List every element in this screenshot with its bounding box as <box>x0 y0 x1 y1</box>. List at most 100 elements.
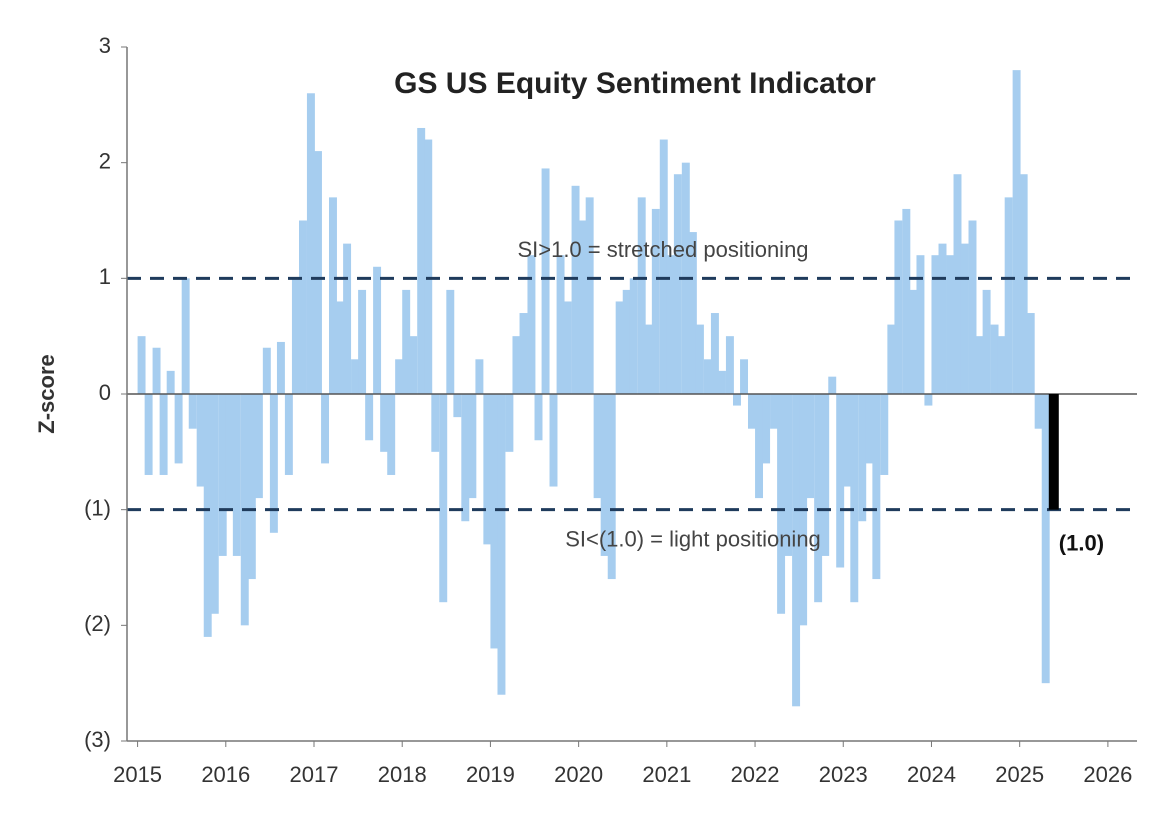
x-tick-label: 2020 <box>554 762 603 787</box>
bar <box>291 278 300 394</box>
bar <box>166 370 175 394</box>
bar <box>424 139 433 394</box>
bar <box>541 168 550 394</box>
bar <box>380 394 389 452</box>
bar <box>997 336 1006 394</box>
bar <box>181 278 190 394</box>
bar <box>534 394 543 441</box>
bar <box>762 394 771 464</box>
y-tick-label: 3 <box>99 33 111 58</box>
bar <box>615 301 624 394</box>
bar <box>232 394 241 556</box>
bar <box>695 324 704 394</box>
x-tick-label: 2024 <box>907 762 956 787</box>
bar <box>549 394 558 487</box>
bar <box>1012 70 1021 394</box>
bar <box>306 93 315 395</box>
y-tick-label: (1) <box>84 495 111 520</box>
bar <box>659 139 668 394</box>
bar <box>431 394 440 452</box>
bar <box>688 232 697 394</box>
bar <box>402 289 411 394</box>
bar <box>314 151 322 394</box>
chart-title: GS US Equity Sentiment Indicator <box>394 67 876 100</box>
bar <box>836 394 845 568</box>
bar <box>629 278 638 394</box>
y-tick-label: 1 <box>99 264 111 289</box>
bar <box>475 359 484 394</box>
bar <box>814 394 823 603</box>
bar <box>718 370 726 394</box>
bar <box>336 301 345 394</box>
bar <box>990 324 999 394</box>
y-tick-label: 0 <box>99 380 111 405</box>
x-tick-label: 2019 <box>466 762 515 787</box>
bar <box>1034 394 1043 429</box>
bar <box>1041 394 1050 684</box>
x-tick-label: 2018 <box>378 762 427 787</box>
bar <box>740 359 749 394</box>
bar <box>343 243 352 394</box>
bar <box>556 255 565 394</box>
bar <box>733 394 741 406</box>
bar <box>784 394 793 556</box>
bar <box>909 289 918 394</box>
bar <box>931 255 940 394</box>
bar <box>196 394 205 487</box>
annotation: SI<(1.0) = light positioning <box>565 526 821 551</box>
bar <box>174 394 183 464</box>
bar <box>637 197 646 394</box>
bar <box>777 394 786 614</box>
bar <box>417 127 426 394</box>
bar <box>975 336 984 394</box>
x-tick-label: 2015 <box>113 762 162 787</box>
bar <box>387 394 396 475</box>
bar <box>938 243 947 394</box>
bar <box>159 394 168 475</box>
bar <box>747 394 756 429</box>
highlight-bar <box>1048 394 1059 510</box>
bar <box>924 394 933 406</box>
bar <box>1004 197 1013 394</box>
bar <box>865 394 874 464</box>
bar <box>703 359 712 394</box>
bar <box>872 394 881 580</box>
x-tick-label: 2023 <box>819 762 868 787</box>
bar <box>894 220 903 394</box>
bar <box>373 266 382 394</box>
bar <box>578 220 587 394</box>
bar <box>468 394 477 499</box>
bar <box>644 324 653 394</box>
bar <box>593 394 602 499</box>
bar <box>247 394 256 580</box>
bar <box>505 394 514 452</box>
bar <box>527 255 536 394</box>
bar <box>321 394 330 464</box>
bar <box>490 394 499 649</box>
bar <box>666 255 675 394</box>
bar <box>960 243 969 394</box>
bar <box>770 394 778 429</box>
bar <box>395 359 404 394</box>
bar <box>254 394 263 499</box>
bar <box>269 394 278 533</box>
bar <box>152 347 161 394</box>
bar <box>946 255 955 394</box>
bar <box>651 208 660 394</box>
bar <box>358 289 367 394</box>
bar <box>351 359 360 394</box>
bar <box>497 394 506 695</box>
bar <box>843 394 852 487</box>
bar <box>968 220 977 394</box>
y-tick-label: 2 <box>99 148 111 173</box>
x-tick-label: 2026 <box>1083 762 1132 787</box>
bar <box>276 341 285 394</box>
bar <box>284 394 293 475</box>
bar <box>409 336 418 394</box>
x-tick-label: 2021 <box>642 762 691 787</box>
bar <box>144 394 153 475</box>
bar <box>607 394 616 580</box>
bar <box>512 336 521 394</box>
bar <box>850 394 859 603</box>
bar <box>858 394 867 522</box>
